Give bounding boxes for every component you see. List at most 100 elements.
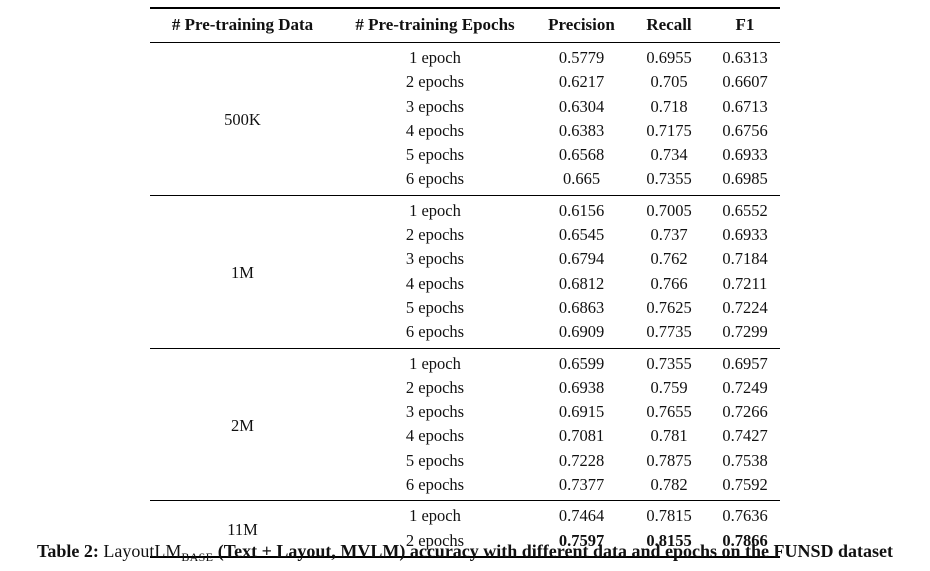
cell-data-size: 500K xyxy=(224,110,261,130)
caption-label: Table 2: xyxy=(37,541,99,561)
cell-precision: 0.6304 xyxy=(558,96,605,116)
table-row: 5 epochs 0.7228 0.7875 0.7538 xyxy=(150,449,780,473)
cell-recall: 0.7655 xyxy=(646,402,692,422)
cell-f1: 0.6607 xyxy=(722,72,768,92)
caption-model-subscript: BASE xyxy=(181,550,214,564)
caption-model-name: LayoutLM xyxy=(103,541,182,561)
table-row: 3 epochs 0.6794 0.762 0.7184 xyxy=(150,247,780,271)
header-precision: Precision xyxy=(535,8,628,43)
cell-epochs: 1 epoch xyxy=(409,353,461,373)
cell-precision: 0.6156 xyxy=(558,200,605,220)
cell-recall: 0.7625 xyxy=(646,297,692,317)
cell-precision: 0.6545 xyxy=(558,225,605,245)
table-row: 6 epochs 0.665 0.7355 0.6985 xyxy=(150,167,780,195)
cell-epochs: 6 epochs xyxy=(405,169,465,189)
cell-epochs: 3 epochs xyxy=(405,249,465,269)
cell-data-size: 1M xyxy=(231,263,254,283)
cell-recall: 0.7355 xyxy=(646,353,692,373)
cell-f1: 0.7538 xyxy=(722,450,768,470)
cell-precision: 0.6794 xyxy=(558,249,605,269)
cell-epochs: 3 epochs xyxy=(405,402,465,422)
cell-recall: 0.759 xyxy=(650,377,688,397)
cell-f1: 0.6957 xyxy=(722,353,768,373)
cell-precision: 0.6863 xyxy=(558,297,605,317)
cell-epochs: 2 epochs xyxy=(405,377,465,397)
table-row: 2 epochs 0.6938 0.759 0.7249 xyxy=(150,376,780,400)
table-row: 4 epochs 0.6812 0.766 0.7211 xyxy=(150,272,780,296)
table-row: 4 epochs 0.6383 0.7175 0.6756 xyxy=(150,119,780,143)
table-row: 3 epochs 0.6915 0.7655 0.7266 xyxy=(150,400,780,424)
table-row: 2 epochs 0.6545 0.737 0.6933 xyxy=(150,223,780,247)
cell-f1: 0.7266 xyxy=(722,402,768,422)
table-row: 500K 1 epoch 0.5779 0.6955 0.6313 xyxy=(150,43,780,129)
cell-recall: 0.8155 xyxy=(646,530,692,550)
cell-precision: 0.6812 xyxy=(558,273,605,293)
cell-epochs: 3 epochs xyxy=(405,96,465,116)
cell-epochs: 6 epochs xyxy=(405,322,465,342)
cell-recall: 0.7875 xyxy=(646,450,692,470)
cell-precision: 0.5779 xyxy=(558,48,605,67)
cell-precision: 0.665 xyxy=(562,169,601,189)
cell-f1: 0.6933 xyxy=(722,145,768,165)
table-row: 6 epochs 0.6909 0.7735 0.7299 xyxy=(150,320,780,348)
cell-recall: 0.705 xyxy=(650,72,688,92)
cell-recall: 0.7815 xyxy=(646,506,692,526)
cell-recall: 0.734 xyxy=(650,145,688,165)
header-recall: Recall xyxy=(628,8,710,43)
cell-epochs: 5 epochs xyxy=(405,145,465,165)
cell-f1: 0.6552 xyxy=(722,200,768,220)
cell-data-size: 11M xyxy=(227,519,258,539)
header-f1: F1 xyxy=(710,8,780,43)
table-row: 2M 1 epoch 0.6599 0.7355 0.6957 xyxy=(150,348,780,435)
cell-recall: 0.7175 xyxy=(646,120,692,140)
cell-precision: 0.7377 xyxy=(558,475,605,495)
cell-precision: 0.6568 xyxy=(558,145,605,165)
cell-f1: 0.6713 xyxy=(722,96,768,116)
cell-f1: 0.6985 xyxy=(722,169,768,189)
table-row: 6 epochs 0.7377 0.782 0.7592 xyxy=(150,473,780,501)
table-row: 11M 1 epoch 0.7464 0.7815 0.7636 xyxy=(150,501,780,539)
table-row: 4 epochs 0.7081 0.781 0.7427 xyxy=(150,424,780,448)
table-group-500K: 500K 1 epoch 0.5779 0.6955 0.6313 2 epochs 0.6… xyxy=(150,42,780,196)
cell-epochs: 1 epoch xyxy=(409,200,461,220)
cell-epochs: 1 epoch xyxy=(409,506,461,526)
cell-recall: 0.6955 xyxy=(646,48,692,67)
cell-f1: 0.7427 xyxy=(722,426,768,446)
caption-text: (Text + Layout, MVLM) accuracy with diff… xyxy=(217,541,893,561)
cell-epochs: 4 epochs xyxy=(405,120,465,140)
cell-recall: 0.762 xyxy=(650,249,688,269)
table-row: 1M 1 epoch 0.6156 0.7005 0.6552 xyxy=(150,195,780,282)
table-row: 3 epochs 0.6304 0.718 0.6713 xyxy=(150,95,780,119)
cell-f1: 0.6756 xyxy=(722,120,768,140)
cell-f1: 0.7299 xyxy=(722,322,768,342)
cell-epochs: 5 epochs xyxy=(405,297,465,317)
cell-epochs: 2 epochs xyxy=(405,225,465,245)
cell-f1: 0.7592 xyxy=(722,475,768,495)
cell-f1: 0.7249 xyxy=(722,377,768,397)
table-group-11M: 11M 1 epoch 0.7464 0.7815 0.7636 2 epochs 0.75… xyxy=(150,500,780,557)
cell-precision: 0.6599 xyxy=(558,353,605,373)
cell-recall: 0.718 xyxy=(650,96,688,116)
table-header: # Pre-training Data # Pre-training Epoch… xyxy=(150,8,780,43)
cell-f1: 0.6933 xyxy=(722,225,768,245)
header-pretraining-epochs: # Pre-training Epochs xyxy=(335,8,535,43)
table-row: 5 epochs 0.6568 0.734 0.6933 xyxy=(150,143,780,167)
cell-recall: 0.781 xyxy=(650,426,688,446)
cell-precision: 0.7228 xyxy=(558,450,605,470)
cell-precision: 0.7597 xyxy=(558,530,605,550)
cell-epochs: 6 epochs xyxy=(405,475,465,495)
cell-precision: 0.6915 xyxy=(558,402,605,422)
cell-recall: 0.7005 xyxy=(646,200,692,220)
cell-data-size: 2M xyxy=(231,415,254,435)
cell-f1: 0.6313 xyxy=(722,48,768,67)
cell-epochs: 5 epochs xyxy=(405,450,465,470)
cell-precision: 0.6938 xyxy=(558,377,605,397)
cell-recall: 0.7355 xyxy=(646,169,692,189)
cell-epochs: 1 epoch xyxy=(409,48,461,67)
cell-precision: 0.7464 xyxy=(558,506,605,526)
cell-recall: 0.782 xyxy=(650,475,688,495)
cell-f1: 0.7636 xyxy=(722,506,768,526)
results-table: # Pre-training Data # Pre-training Epoch… xyxy=(150,7,780,558)
cell-precision: 0.6217 xyxy=(558,72,605,92)
header-row: # Pre-training Data # Pre-training Epoch… xyxy=(150,8,780,43)
